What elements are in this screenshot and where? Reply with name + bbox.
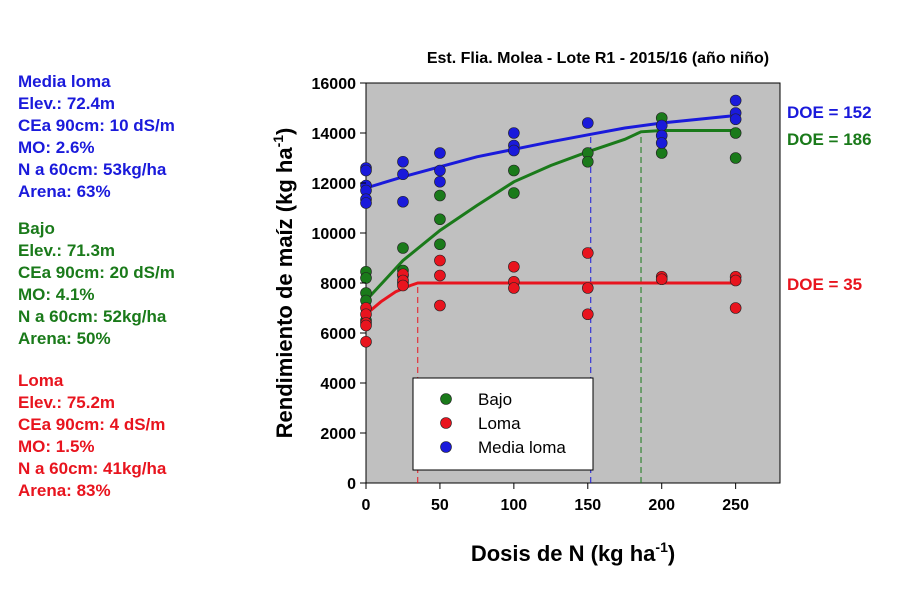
- doe-label-loma: DOE = 35: [787, 275, 862, 294]
- data-point-loma: [581, 282, 594, 294]
- data-point-bajo: [508, 187, 520, 199]
- data-point-media-loma: [581, 117, 594, 129]
- data-point-media-loma: [729, 94, 742, 107]
- x-tick-label: 150: [574, 497, 601, 514]
- panel-line: CEa 90cm: 20 dS/m: [18, 263, 175, 282]
- data-point-media-loma: [397, 195, 409, 208]
- y-axis-label: Rendimiento de maíz (kg ha-1): [270, 128, 297, 439]
- y-tick-label: 10000: [312, 226, 357, 243]
- data-point-media-loma: [729, 113, 742, 126]
- fit-curve-bajo: [364, 129, 736, 302]
- data-point-loma: [581, 308, 594, 321]
- panel-line: Elev.: 75.2m: [18, 393, 116, 412]
- panel-line: N a 60cm: 41kg/ha: [18, 459, 167, 478]
- panel-title: Bajo: [18, 219, 55, 238]
- x-tick-label: 50: [431, 497, 449, 514]
- side-panel-media-loma: Media loma Elev.: 72.4m CEa 90cm: 10 dS/…: [18, 71, 175, 203]
- data-point-bajo: [508, 164, 520, 177]
- panel-line: Arena: 63%: [18, 182, 111, 201]
- data-point-bajo: [655, 147, 668, 159]
- x-tick-label: 100: [501, 497, 528, 514]
- side-panel-bajo: Bajo Elev.: 71.3m CEa 90cm: 20 dS/m MO: …: [18, 218, 175, 350]
- data-point-loma: [360, 319, 372, 332]
- data-point-bajo: [729, 152, 742, 164]
- legend-marker-media-loma: [440, 441, 452, 453]
- data-point-loma: [508, 282, 520, 294]
- data-point-loma: [655, 273, 668, 286]
- legend-label-bajo: Bajo: [478, 390, 512, 409]
- panel-line: MO: 1.5%: [18, 437, 95, 456]
- data-point-media-loma: [655, 137, 668, 149]
- panel-title: Media loma: [18, 72, 111, 91]
- data-point-loma: [508, 260, 520, 273]
- data-point-media-loma: [397, 168, 409, 181]
- data-point-bajo: [729, 127, 742, 139]
- panel-line: Arena: 50%: [18, 329, 111, 348]
- data-point-media-loma: [360, 164, 372, 177]
- data-point-bajo: [434, 213, 446, 226]
- data-point-media-loma: [508, 127, 520, 139]
- panel-line: N a 60cm: 53kg/ha: [18, 160, 167, 179]
- data-point-loma: [434, 269, 446, 282]
- y-tick-label: 6000: [320, 326, 356, 343]
- panel-line: CEa 90cm: 4 dS/m: [18, 415, 166, 434]
- data-point-media-loma: [508, 144, 520, 157]
- legend-marker-loma: [440, 417, 452, 429]
- data-point-bajo: [360, 272, 372, 284]
- y-tick-label: 12000: [312, 176, 357, 193]
- x-tick-label: 0: [362, 497, 371, 514]
- panel-line: N a 60cm: 52kg/ha: [18, 307, 167, 326]
- data-point-loma: [434, 299, 446, 312]
- data-point-loma: [434, 254, 446, 267]
- fit-curve-media-loma: [365, 114, 736, 190]
- data-point-loma: [360, 335, 372, 348]
- y-tick-label: 14000: [312, 126, 357, 143]
- x-axis-label: Dosis de N (kg ha-1): [471, 539, 675, 566]
- chart-title: Est. Flia. Molea - Lote R1 - 2015/16 (añ…: [427, 50, 769, 67]
- data-point-loma: [581, 247, 594, 259]
- panel-line: Elev.: 71.3m: [18, 241, 116, 260]
- data-point-bajo: [581, 155, 594, 168]
- doe-label-bajo: DOE = 186: [787, 130, 872, 149]
- data-point-bajo: [434, 238, 446, 251]
- y-tick-label: 16000: [312, 76, 357, 93]
- data-point-media-loma: [360, 197, 372, 209]
- data-point-media-loma: [655, 119, 668, 132]
- y-tick-label: 8000: [320, 276, 356, 293]
- legend: Bajo Loma Media loma: [412, 377, 594, 471]
- panel-line: Arena: 83%: [18, 481, 111, 500]
- data-point-media-loma: [434, 175, 446, 188]
- x-tick-label: 200: [648, 497, 675, 514]
- y-tick-label: 4000: [320, 376, 356, 393]
- legend-label-loma: Loma: [478, 414, 521, 433]
- data-point-media-loma: [434, 164, 446, 177]
- data-point-bajo: [397, 242, 409, 254]
- data-point-loma: [729, 274, 742, 287]
- y-tick-label: 0: [347, 476, 356, 493]
- data-point-bajo: [434, 189, 446, 202]
- panel-title: Loma: [18, 371, 64, 390]
- y-tick-label: 2000: [320, 426, 356, 443]
- x-tick-label: 250: [722, 497, 749, 514]
- panel-line: MO: 4.1%: [18, 285, 95, 304]
- panel-line: Elev.: 72.4m: [18, 94, 116, 113]
- data-point-loma: [397, 279, 409, 292]
- data-point-loma: [729, 302, 742, 314]
- data-point-media-loma: [397, 155, 409, 168]
- side-panel-loma: Loma Elev.: 75.2m CEa 90cm: 4 dS/m MO: 1…: [18, 370, 166, 502]
- panel-line: CEa 90cm: 10 dS/m: [18, 116, 175, 135]
- data-point-media-loma: [434, 147, 446, 159]
- legend-marker-bajo: [440, 393, 452, 405]
- doe-label-media-loma: DOE = 152: [787, 103, 872, 122]
- panel-line: MO: 2.6%: [18, 138, 95, 157]
- legend-label-media-loma: Media loma: [478, 438, 566, 457]
